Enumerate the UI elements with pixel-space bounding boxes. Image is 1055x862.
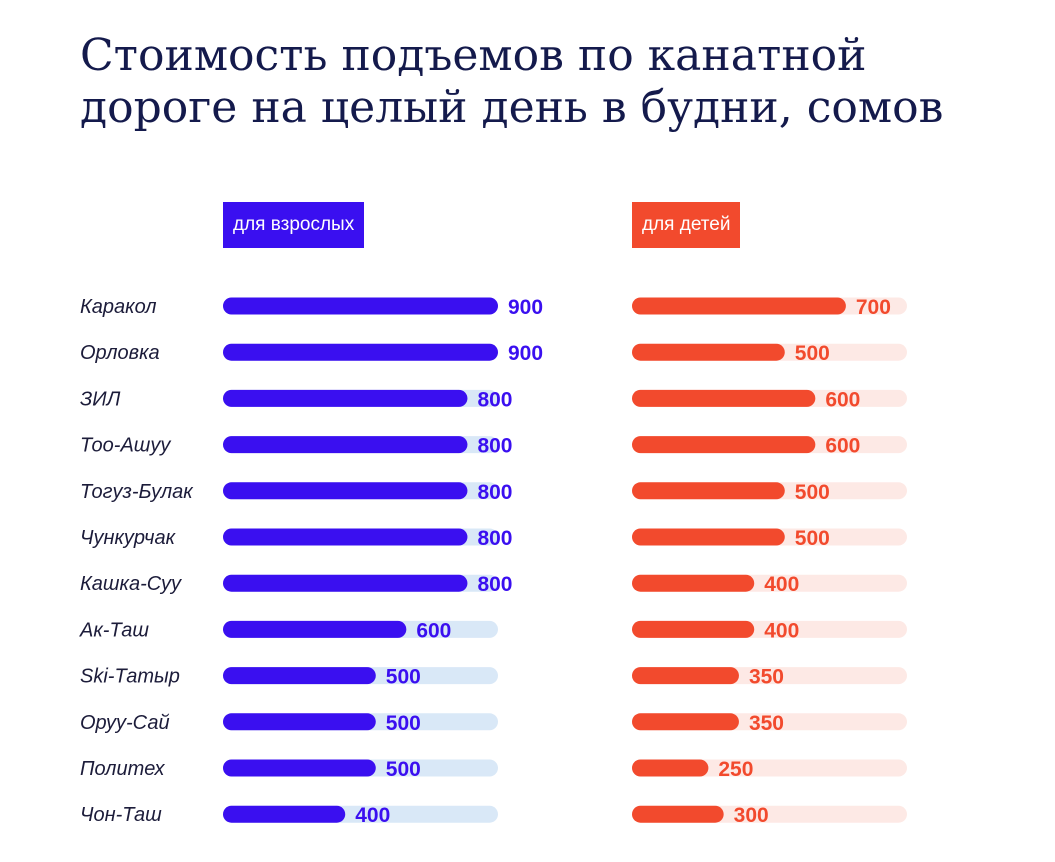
adult-bar [223,389,468,407]
child-bar [632,805,724,823]
child-value-label: 600 [825,388,860,411]
adult-bar [223,805,346,823]
adult-bar [223,528,468,546]
adult-value-label: 800 [477,435,512,458]
adult-bar [223,574,468,592]
adult-value-label: 800 [477,481,512,504]
category-label: Ак-Таш [79,619,149,641]
adult-value-label: 800 [477,527,512,550]
category-label: Ski-Татыр [80,666,180,688]
category-label: Чункурчак [80,527,177,549]
chart-title-line-1: Стоимость подъемов по канатной [80,30,867,81]
child-bar [632,574,755,592]
adult-bar [223,297,498,315]
child-value-label: 250 [718,758,753,781]
child-value-label: 350 [749,712,784,735]
adult-bar [223,667,376,685]
category-label: Чон-Таш [80,804,162,826]
category-label: Тогуз-Булак [80,481,194,503]
child-bar [632,482,785,500]
category-label: Политех [80,758,165,780]
legend-adult-label: для взрослых [233,214,355,235]
adult-value-label: 800 [477,573,512,596]
child-bar [632,713,739,731]
chart-title-line-2: дороге на целый день в будни, сомов [80,82,944,133]
adult-bar [223,436,468,454]
legend-child-label: для детей [642,214,731,235]
adult-bar [223,713,376,731]
adult-value-label: 500 [386,758,421,781]
adult-value-label: 800 [477,388,512,411]
child-value-label: 700 [856,296,891,319]
child-value-label: 600 [825,435,860,458]
child-bar [632,759,709,777]
child-value-label: 500 [795,527,830,550]
adult-bar [223,620,407,638]
adult-value-label: 500 [386,666,421,689]
child-value-label: 400 [764,573,799,596]
adult-value-label: 500 [386,712,421,735]
adult-bar [223,343,498,361]
adult-value-label: 900 [508,296,543,319]
legend-adult: для взрослых [223,202,365,248]
child-bar [632,389,816,407]
child-value-label: 350 [749,666,784,689]
category-label: Орловка [80,342,160,364]
child-bar [632,297,846,315]
child-bar [632,667,739,685]
child-value-label: 500 [795,342,830,365]
category-label: Кашка-Суу [80,573,182,595]
child-bar [632,343,785,361]
category-label: Каракол [80,296,157,318]
chart-title: Стоимость подъемов по канатной дороге на… [80,30,1030,134]
category-label: ЗИЛ [80,388,121,410]
adult-value-label: 600 [416,619,451,642]
child-value-label: 400 [764,619,799,642]
category-label: Тоо-Ашуу [80,435,171,457]
child-value-label: 300 [734,804,769,827]
child-bar [632,528,785,546]
child-bar [632,436,816,454]
adult-bar [223,482,468,500]
legend-child: для детей [632,202,741,248]
child-value-label: 500 [795,481,830,504]
child-bar [632,620,755,638]
category-label: Оруу-Сай [80,712,170,734]
adult-bar [223,759,376,777]
adult-value-label: 900 [508,342,543,365]
adult-value-label: 400 [355,804,390,827]
